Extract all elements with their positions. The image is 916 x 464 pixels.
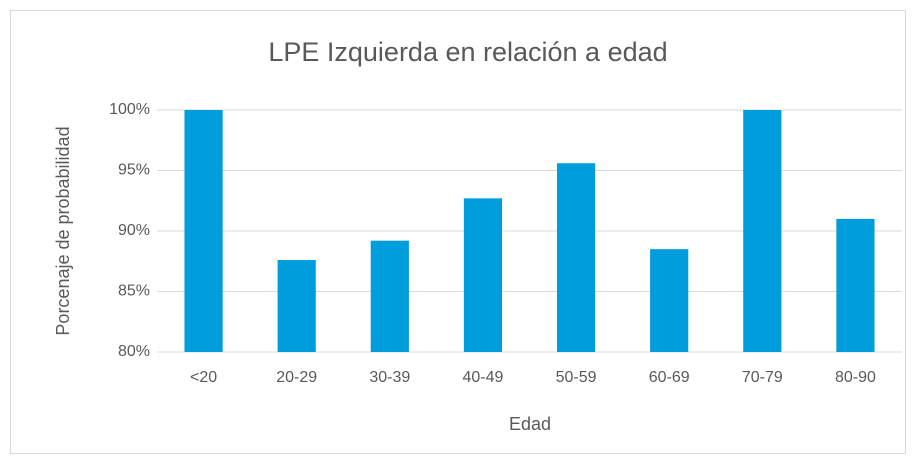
x-tick-label: 30-39 bbox=[369, 369, 410, 386]
x-tick-label: 70-79 bbox=[742, 369, 783, 386]
x-axis-label: Edad bbox=[509, 414, 551, 434]
y-tick-label: 100% bbox=[109, 101, 150, 118]
bar bbox=[836, 218, 875, 352]
bar bbox=[556, 163, 596, 352]
y-tick-label: 90% bbox=[118, 222, 150, 239]
x-tick-label: 80-90 bbox=[835, 369, 876, 386]
bar bbox=[743, 110, 782, 352]
x-tick-label: 50-59 bbox=[556, 369, 597, 386]
x-tick-label: <20 bbox=[190, 369, 217, 386]
y-tick-label: 85% bbox=[118, 283, 150, 300]
y-tick-label: 95% bbox=[118, 162, 150, 179]
bar bbox=[463, 198, 503, 352]
bar bbox=[277, 260, 316, 352]
y-tick-label: 80% bbox=[118, 343, 150, 360]
x-tick-label: 60-69 bbox=[649, 369, 690, 386]
chart-title: LPE Izquierda en relación a edad bbox=[268, 37, 667, 67]
bar bbox=[650, 249, 689, 352]
y-axis-label: Porcenaje de probabilidad bbox=[53, 126, 73, 335]
x-tick-label: 20-29 bbox=[276, 369, 317, 386]
bar bbox=[370, 240, 409, 352]
bar bbox=[184, 110, 223, 352]
x-tick-label: 40-49 bbox=[462, 369, 503, 386]
